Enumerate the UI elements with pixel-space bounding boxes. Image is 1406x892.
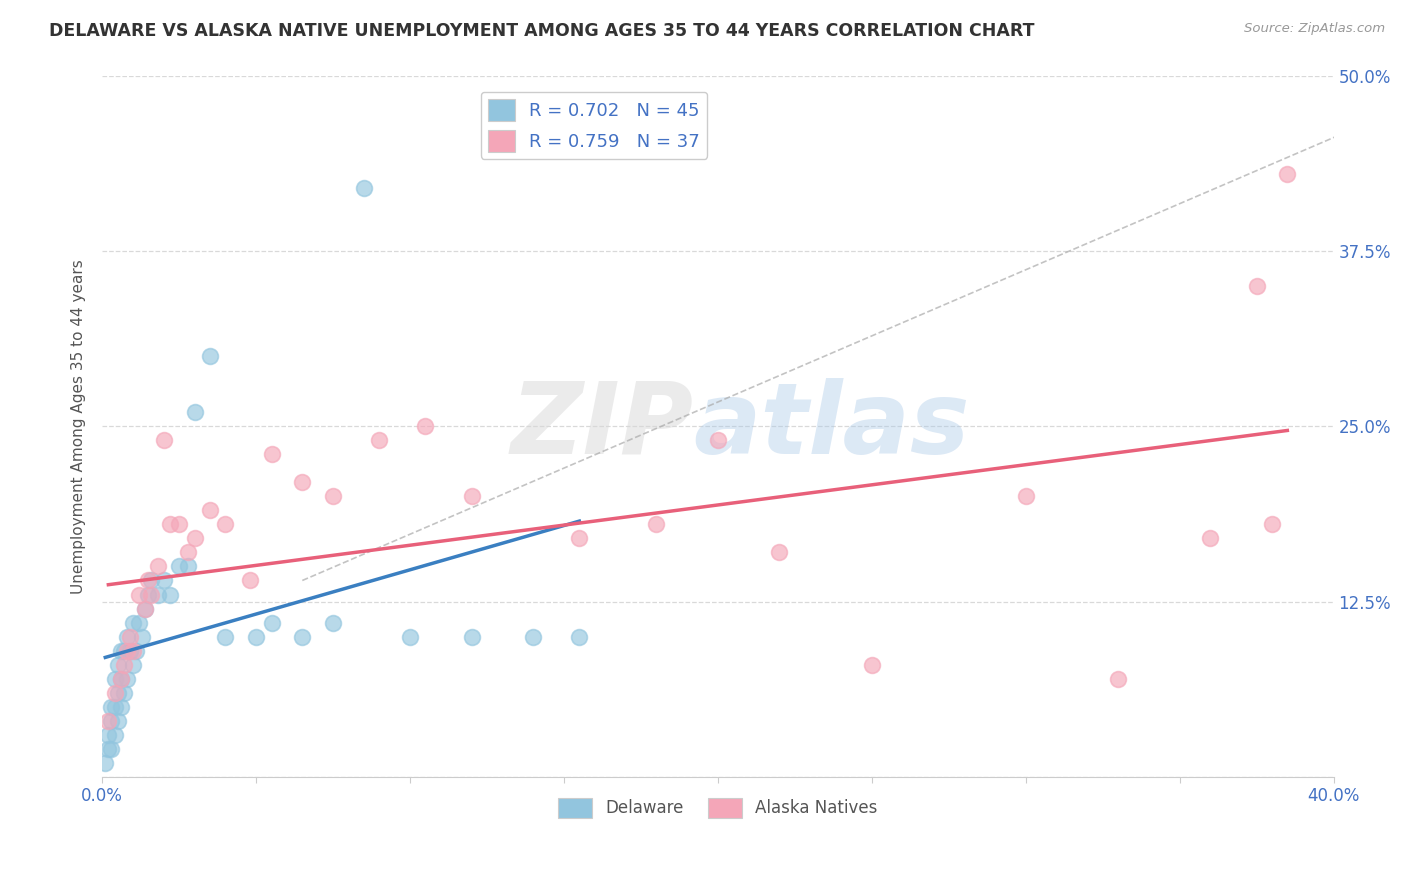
- Legend: Delaware, Alaska Natives: Delaware, Alaska Natives: [551, 791, 884, 824]
- Point: [128, 615, 150, 630]
- Point: [110, 643, 132, 657]
- Point: [260, 447, 283, 461]
- Point: [100, 699, 122, 714]
- Point: [167, 517, 190, 532]
- Text: DELAWARE VS ALASKA NATIVE UNEMPLOYMENT AMONG AGES 35 TO 44 YEARS CORRELATION CHA: DELAWARE VS ALASKA NATIVE UNEMPLOYMENT A…: [49, 22, 1035, 40]
- Point: [183, 532, 205, 546]
- Point: [138, 574, 160, 588]
- Point: [115, 672, 138, 686]
- Point: [103, 686, 125, 700]
- Point: [107, 686, 129, 700]
- Point: [115, 630, 138, 644]
- Y-axis label: Unemployment Among Ages 35 to 44 years: Unemployment Among Ages 35 to 44 years: [72, 259, 86, 593]
- Point: [159, 517, 181, 532]
- Point: [322, 615, 344, 630]
- Point: [368, 434, 391, 448]
- Point: [214, 517, 236, 532]
- Point: [1277, 167, 1299, 181]
- Point: [103, 728, 125, 742]
- Point: [103, 672, 125, 686]
- Point: [322, 489, 344, 503]
- Point: [260, 615, 283, 630]
- Point: [1261, 517, 1284, 532]
- Point: [1199, 532, 1222, 546]
- Text: ZIP: ZIP: [510, 377, 693, 475]
- Point: [134, 601, 156, 615]
- Point: [860, 657, 883, 672]
- Point: [100, 714, 122, 728]
- Point: [152, 434, 174, 448]
- Point: [146, 587, 169, 601]
- Point: [107, 657, 129, 672]
- Point: [460, 489, 482, 503]
- Text: Source: ZipAtlas.com: Source: ZipAtlas.com: [1244, 22, 1385, 36]
- Point: [107, 714, 129, 728]
- Point: [522, 630, 544, 644]
- Point: [291, 630, 314, 644]
- Point: [291, 475, 314, 490]
- Point: [138, 587, 160, 601]
- Point: [177, 559, 200, 574]
- Text: atlas: atlas: [693, 377, 970, 475]
- Point: [645, 517, 668, 532]
- Point: [460, 630, 482, 644]
- Point: [768, 545, 790, 559]
- Point: [353, 180, 375, 194]
- Point: [112, 657, 135, 672]
- Point: [134, 601, 156, 615]
- Point: [568, 630, 591, 644]
- Point: [112, 643, 135, 657]
- Point: [1246, 279, 1268, 293]
- Point: [245, 630, 267, 644]
- Point: [97, 728, 120, 742]
- Point: [146, 559, 169, 574]
- Point: [97, 741, 120, 756]
- Point: [141, 587, 163, 601]
- Point: [125, 643, 148, 657]
- Point: [112, 686, 135, 700]
- Point: [198, 349, 221, 363]
- Point: [214, 630, 236, 644]
- Point: [97, 714, 120, 728]
- Point: [94, 756, 117, 770]
- Point: [707, 434, 730, 448]
- Point: [115, 643, 138, 657]
- Point: [110, 672, 132, 686]
- Point: [152, 574, 174, 588]
- Point: [399, 630, 422, 644]
- Point: [239, 574, 262, 588]
- Point: [128, 587, 150, 601]
- Point: [118, 630, 141, 644]
- Point: [1107, 672, 1129, 686]
- Point: [159, 587, 181, 601]
- Point: [122, 643, 145, 657]
- Point: [103, 699, 125, 714]
- Point: [198, 503, 221, 517]
- Point: [110, 699, 132, 714]
- Point: [110, 672, 132, 686]
- Point: [141, 574, 163, 588]
- Point: [415, 419, 437, 434]
- Point: [1015, 489, 1038, 503]
- Point: [177, 545, 200, 559]
- Point: [122, 657, 145, 672]
- Point: [122, 615, 145, 630]
- Point: [167, 559, 190, 574]
- Point: [568, 532, 591, 546]
- Point: [183, 405, 205, 419]
- Point: [118, 643, 141, 657]
- Point: [131, 630, 153, 644]
- Point: [100, 741, 122, 756]
